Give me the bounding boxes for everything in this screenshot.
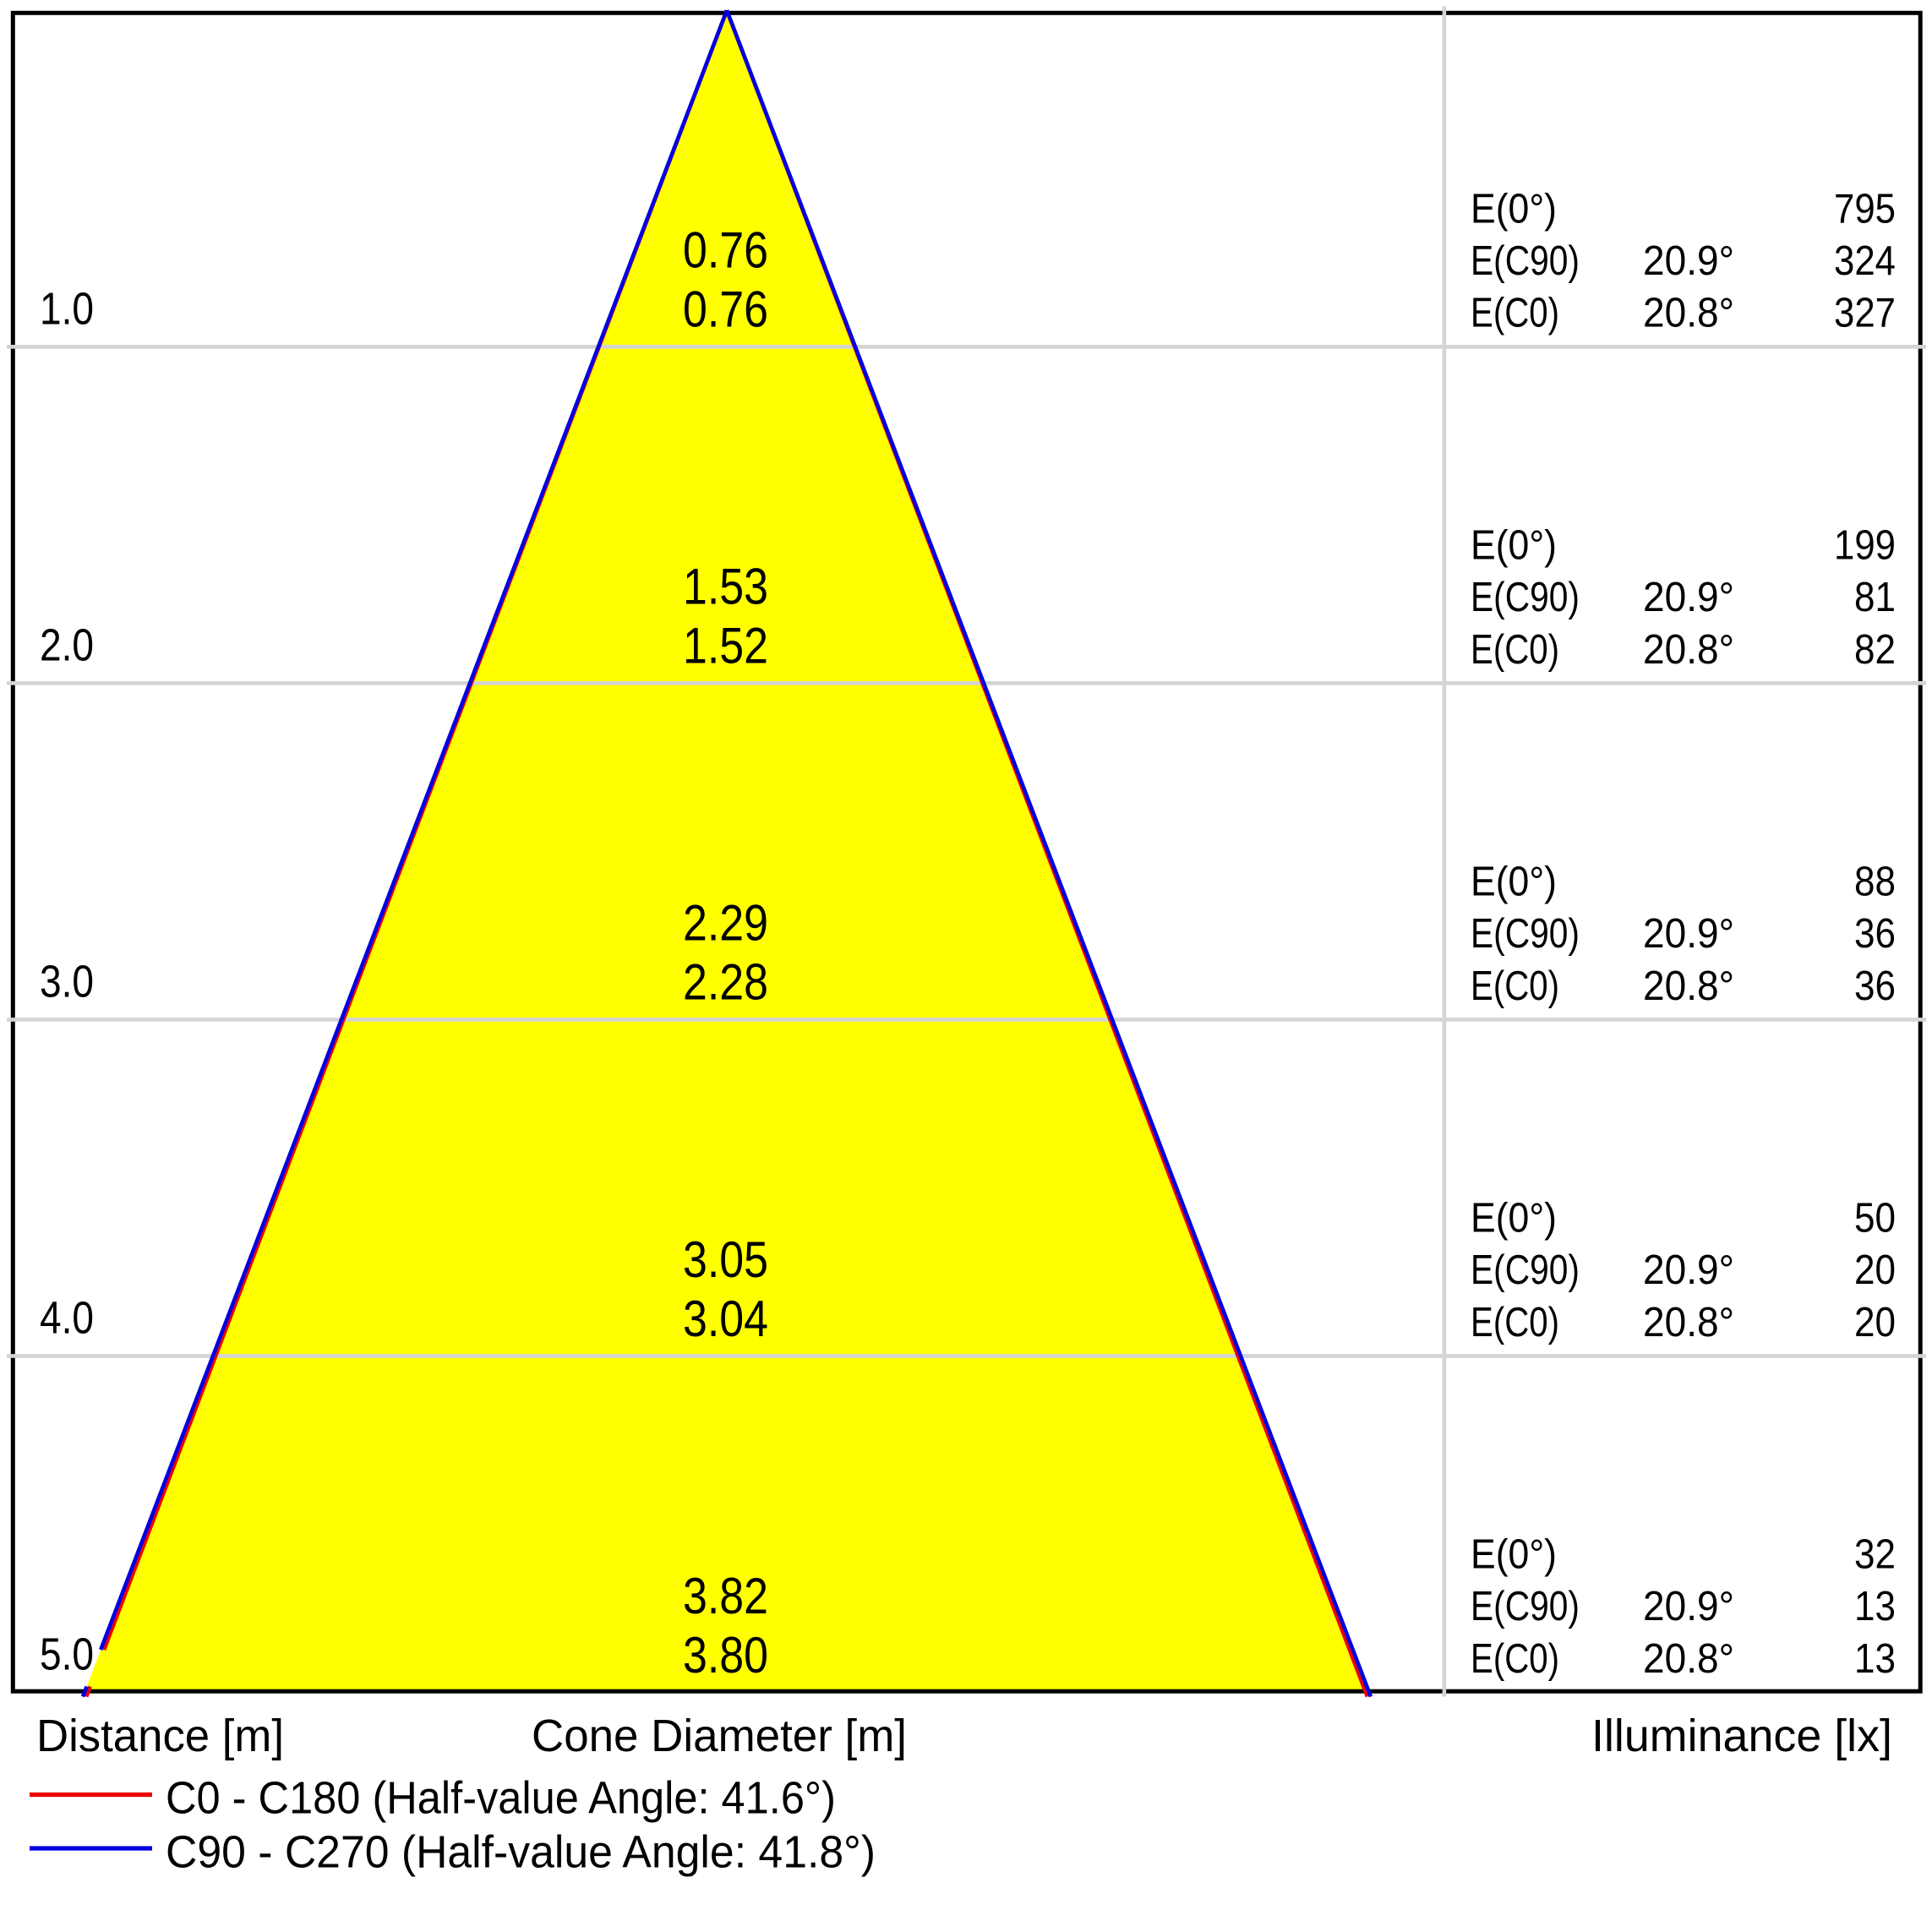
svg-text:E(0°): E(0°) <box>1471 1532 1557 1578</box>
svg-text:20.9°: 20.9° <box>1643 1584 1734 1629</box>
svg-text:36: 36 <box>1854 911 1896 957</box>
svg-text:C0 - C180 (Half-value Angle: 4: C0 - C180 (Half-value Angle: 41.6°) <box>166 1773 836 1824</box>
svg-text:3.04: 3.04 <box>683 1291 768 1347</box>
svg-text:20.8°: 20.8° <box>1643 963 1734 1009</box>
svg-text:20.8°: 20.8° <box>1643 627 1734 673</box>
svg-text:3.05: 3.05 <box>683 1231 768 1288</box>
svg-text:E(C90): E(C90) <box>1471 238 1580 284</box>
svg-text:C90 - C270 (Half-value Angle:: C90 - C270 (Half-value Angle: 41.8°) <box>166 1827 876 1878</box>
svg-text:Distance [m]: Distance [m] <box>36 1711 284 1761</box>
svg-text:1.52: 1.52 <box>683 618 768 674</box>
svg-text:20.9°: 20.9° <box>1643 911 1734 957</box>
svg-text:0.76: 0.76 <box>683 222 768 279</box>
svg-text:36: 36 <box>1854 963 1896 1009</box>
svg-text:E(C90): E(C90) <box>1471 911 1580 957</box>
svg-text:E(0°): E(0°) <box>1471 859 1557 904</box>
svg-text:4.0: 4.0 <box>40 1292 94 1343</box>
svg-text:E(C0): E(C0) <box>1471 291 1559 336</box>
svg-text:5.0: 5.0 <box>40 1629 94 1680</box>
svg-text:20.8°: 20.8° <box>1643 291 1734 336</box>
svg-text:E(C90): E(C90) <box>1471 1584 1580 1629</box>
svg-text:3.82: 3.82 <box>683 1568 768 1624</box>
svg-text:50: 50 <box>1854 1195 1896 1241</box>
svg-text:E(0°): E(0°) <box>1471 186 1557 232</box>
svg-text:20: 20 <box>1854 1247 1896 1293</box>
svg-text:2.28: 2.28 <box>683 954 768 1011</box>
svg-text:E(0°): E(0°) <box>1471 522 1557 568</box>
svg-text:795: 795 <box>1834 186 1896 232</box>
svg-text:E(C90): E(C90) <box>1471 575 1580 620</box>
svg-text:E(C0): E(C0) <box>1471 963 1559 1009</box>
svg-text:88: 88 <box>1854 859 1896 904</box>
svg-text:2.0: 2.0 <box>40 619 94 670</box>
svg-text:20.9°: 20.9° <box>1643 1247 1734 1293</box>
svg-text:3.0: 3.0 <box>40 956 94 1007</box>
svg-text:13: 13 <box>1854 1584 1896 1629</box>
svg-text:199: 199 <box>1834 522 1896 568</box>
svg-text:3.80: 3.80 <box>683 1627 768 1684</box>
svg-text:E(C0): E(C0) <box>1471 627 1559 673</box>
svg-text:0.76: 0.76 <box>683 281 768 338</box>
svg-text:82: 82 <box>1854 627 1896 673</box>
svg-text:13: 13 <box>1854 1636 1896 1682</box>
svg-text:20.8°: 20.8° <box>1643 1636 1734 1682</box>
svg-text:32: 32 <box>1854 1532 1896 1578</box>
svg-text:E(0°): E(0°) <box>1471 1195 1557 1241</box>
svg-text:20.9°: 20.9° <box>1643 575 1734 620</box>
svg-text:Illuminance [lx]: Illuminance [lx] <box>1591 1711 1892 1761</box>
svg-text:E(C90): E(C90) <box>1471 1247 1580 1293</box>
svg-text:327: 327 <box>1834 291 1896 336</box>
svg-text:20.9°: 20.9° <box>1643 238 1734 284</box>
svg-text:324: 324 <box>1834 238 1896 284</box>
svg-text:81: 81 <box>1854 575 1896 620</box>
svg-text:2.29: 2.29 <box>683 895 768 952</box>
svg-text:20.8°: 20.8° <box>1643 1300 1734 1345</box>
svg-text:1.0: 1.0 <box>40 283 94 334</box>
svg-text:E(C0): E(C0) <box>1471 1636 1559 1682</box>
svg-text:20: 20 <box>1854 1300 1896 1345</box>
svg-text:Cone Diameter [m]: Cone Diameter [m] <box>532 1711 907 1761</box>
svg-text:E(C0): E(C0) <box>1471 1300 1559 1345</box>
svg-text:1.53: 1.53 <box>683 559 768 615</box>
